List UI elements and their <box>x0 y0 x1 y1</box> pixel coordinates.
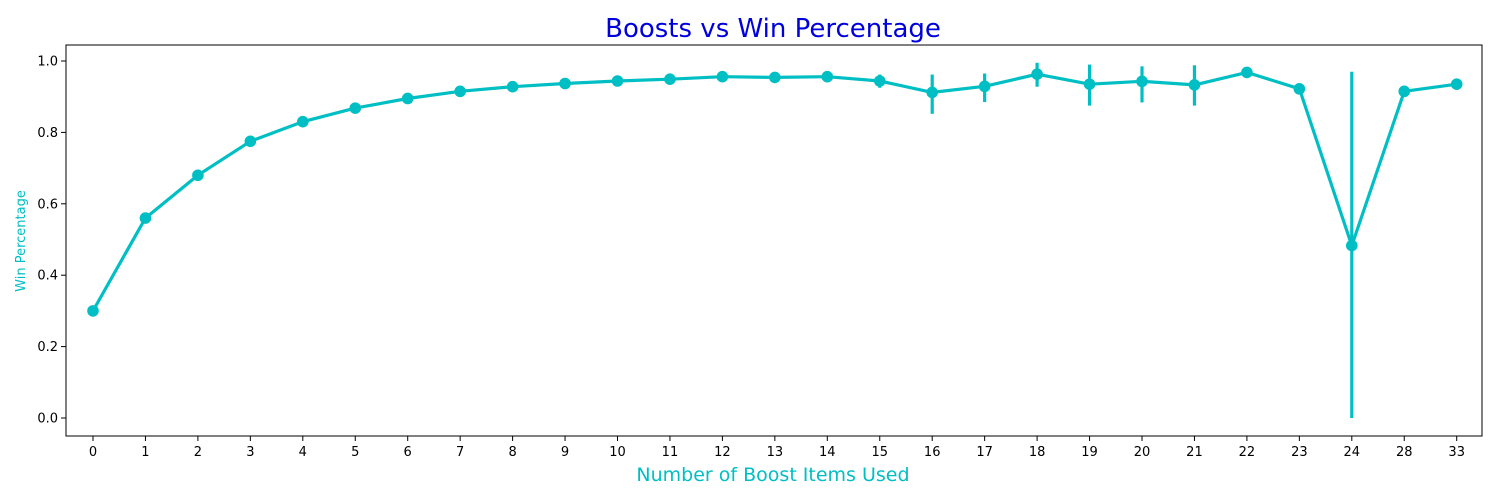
data-point <box>1083 78 1096 91</box>
x-tick-label: 2 <box>194 445 202 460</box>
data-point <box>1241 66 1253 79</box>
x-tick-label: 33 <box>1448 445 1465 460</box>
x-tick-label: 23 <box>1291 445 1308 460</box>
series-line-group <box>91 70 1457 312</box>
x-tick-label: 21 <box>1186 445 1203 460</box>
data-point <box>716 70 729 83</box>
data-point <box>1188 79 1201 91</box>
x-tick-label: 19 <box>1081 445 1098 460</box>
y-axis: 0.0 0.2 0.4 0.6 0.8 1.0 <box>37 55 66 427</box>
data-points <box>87 66 1463 317</box>
data-point <box>611 75 624 87</box>
chart-title: Boosts vs Win Percentage <box>605 14 941 44</box>
x-tick-label: 20 <box>1134 445 1151 460</box>
error-bars <box>878 62 1354 418</box>
x-axis: 0 1 2 3 4 5 6 7 8 9 10 11 12 13 14 15 16 17 18 19 20 21 22 23 24… <box>89 436 1465 460</box>
data-point <box>349 102 362 114</box>
x-tick-label: 4 <box>299 445 307 460</box>
data-point <box>1398 85 1411 98</box>
data-point <box>1346 239 1358 252</box>
y-axis-label: Win Percentage <box>14 190 29 292</box>
y-tick-label: 0.6 <box>37 197 58 212</box>
x-tick-label: 24 <box>1344 445 1361 460</box>
data-point <box>454 85 466 98</box>
y-tick-label: 0.2 <box>37 340 58 355</box>
x-tick-label: 28 <box>1396 445 1413 460</box>
x-tick-label: 16 <box>924 445 941 460</box>
x-tick-label: 10 <box>609 445 626 460</box>
data-point <box>192 169 204 182</box>
x-tick-label: 5 <box>351 445 359 460</box>
data-point <box>873 75 886 87</box>
x-tick-label: 13 <box>767 445 784 460</box>
x-tick-label: 22 <box>1239 445 1256 460</box>
data-point <box>664 73 676 86</box>
x-tick-label: 11 <box>662 445 679 460</box>
data-point <box>1031 68 1043 81</box>
y-tick-label: 0.0 <box>37 412 58 427</box>
x-tick-label: 14 <box>819 445 836 460</box>
data-point <box>297 115 309 128</box>
data-point <box>559 77 571 90</box>
data-point <box>87 305 99 317</box>
x-tick-label: 1 <box>141 445 149 460</box>
data-point <box>769 71 781 84</box>
x-tick-label: 17 <box>976 445 993 460</box>
data-point <box>1450 78 1463 91</box>
data-point <box>1293 83 1306 95</box>
x-tick-label: 18 <box>1029 445 1046 460</box>
y-tick-label: 1.0 <box>37 55 58 70</box>
x-tick-label: 15 <box>871 445 888 460</box>
data-point <box>244 135 257 148</box>
plot-area-frame <box>65 44 1483 437</box>
x-tick-label: 12 <box>714 445 731 460</box>
data-point <box>139 212 152 224</box>
y-tick-label: 0.4 <box>37 269 58 284</box>
data-point <box>821 70 834 83</box>
x-tick-label: 6 <box>404 445 412 460</box>
x-tick-label: 3 <box>246 445 254 460</box>
x-tick-label: 0 <box>89 445 97 460</box>
data-point <box>978 80 991 93</box>
x-axis-label: Number of Boost Items Used <box>636 464 909 486</box>
data-point <box>506 80 519 93</box>
data-point <box>1136 75 1148 88</box>
data-point <box>926 86 938 99</box>
y-tick-label: 0.8 <box>37 126 58 141</box>
data-point <box>401 92 414 105</box>
x-tick-label: 8 <box>508 445 516 460</box>
series-line <box>91 70 1457 312</box>
x-tick-label: 9 <box>561 445 569 460</box>
x-tick-label: 7 <box>456 445 464 460</box>
